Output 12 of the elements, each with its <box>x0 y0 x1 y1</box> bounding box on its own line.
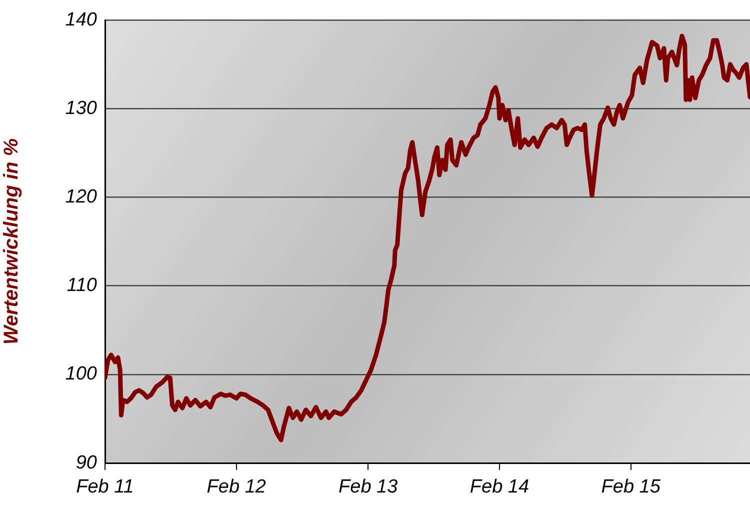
x-tick-label: Feb 14 <box>470 476 530 498</box>
y-tick-label: 110 <box>66 275 98 296</box>
y-axis-title: Wertentwicklung in % <box>0 138 23 345</box>
y-tick-label: 100 <box>65 364 98 385</box>
x-tick-label: Feb 11 <box>76 476 134 498</box>
x-tick-label: Feb 12 <box>206 476 266 498</box>
y-tick-label: 130 <box>65 98 98 119</box>
y-tick-label: 140 <box>65 9 98 30</box>
x-tick-label: Feb 13 <box>338 476 398 498</box>
y-tick-label: 90 <box>76 452 98 474</box>
y-tick-label: 120 <box>65 186 98 208</box>
x-tick-label: Feb 15 <box>601 476 661 498</box>
